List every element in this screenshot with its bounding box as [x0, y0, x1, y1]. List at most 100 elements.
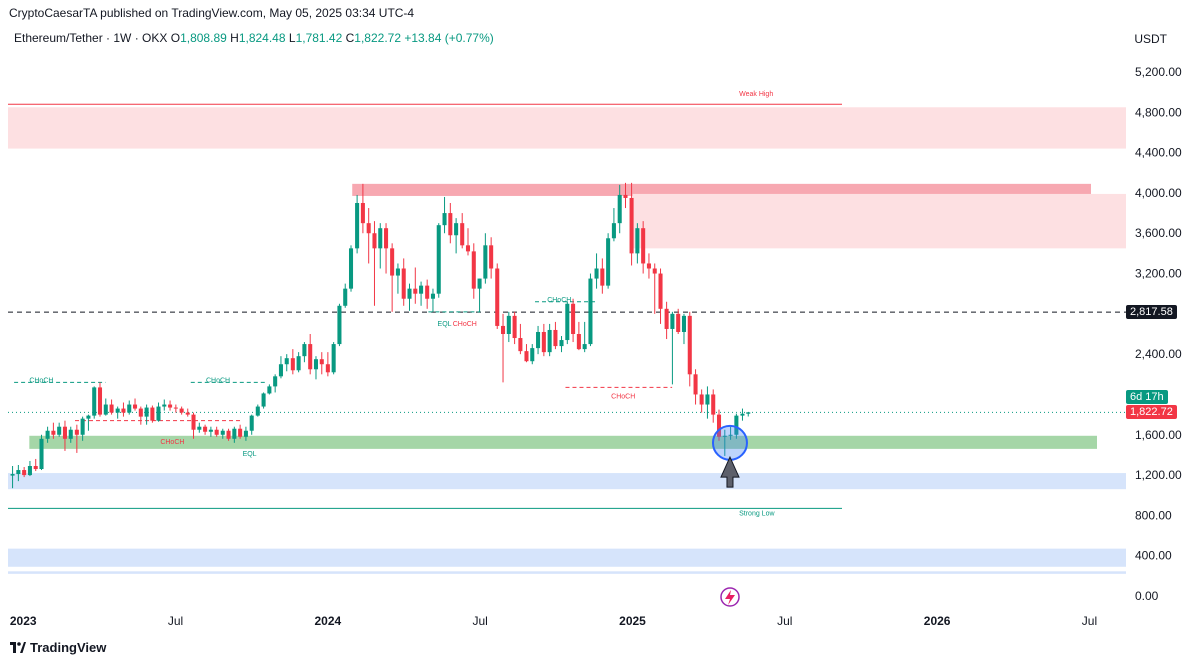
candle-body-17	[109, 404, 114, 413]
candle-body-44	[267, 386, 272, 394]
annotation-label-4: CHoCH	[160, 439, 184, 446]
candle-body-120	[711, 394, 716, 415]
candle-body-42	[255, 406, 260, 416]
candle-body-90	[536, 331, 541, 349]
candle-body-37	[226, 430, 231, 439]
candle-body-15	[97, 387, 103, 415]
candle-body-121	[716, 414, 722, 437]
candle-body-55	[331, 344, 336, 373]
high-label: H	[230, 31, 239, 45]
candle-body-52	[313, 359, 319, 370]
x-tick-label: Jul	[473, 614, 488, 628]
candle-body-67	[401, 268, 406, 299]
candle-body-65	[390, 248, 395, 276]
x-tick-label: 2025	[619, 614, 646, 628]
candle-body-57	[343, 288, 348, 306]
candle-body-26	[162, 404, 167, 407]
candle-body-23	[144, 407, 149, 417]
candle-body-104	[617, 194, 622, 224]
candle-body-47	[284, 358, 289, 365]
zone-supply-strong-1	[352, 183, 1091, 196]
x-tick-label: Jul	[777, 614, 792, 628]
tradingview-footer[interactable]: TradingView	[10, 640, 106, 655]
candle-body-36	[220, 430, 225, 435]
candle-body-63	[378, 228, 383, 249]
annotation-label-8: CHoCH	[547, 297, 571, 304]
candle-body-82	[489, 245, 494, 269]
candle-body-7	[51, 430, 56, 435]
candle-body-109	[646, 263, 651, 269]
y-tick-label: 1,200.00	[1135, 468, 1182, 482]
candle-body-14	[92, 387, 97, 416]
candle-body-83	[495, 268, 500, 326]
y-tick-label: 3,600.00	[1135, 226, 1182, 240]
candle-body-25	[156, 406, 161, 421]
candle-body-95	[565, 303, 570, 341]
low-value: 1,781.42	[295, 31, 343, 45]
low-label: L	[288, 31, 296, 45]
x-tick-label: 2023	[10, 614, 37, 628]
tradingview-logo-icon	[10, 642, 26, 653]
candle-body-11	[74, 429, 79, 435]
candle-body-31	[191, 414, 196, 430]
candle-body-85	[506, 315, 511, 334]
y-tick-label: 5,200.00	[1135, 65, 1182, 79]
candle-body-49	[296, 356, 301, 371]
candle-body-40	[243, 430, 248, 437]
candle-body-114	[676, 313, 681, 332]
y-tick-label: 0.00	[1135, 589, 1159, 603]
x-tick-label: Jul	[168, 614, 183, 628]
zone-supply-0	[8, 107, 1126, 149]
y-tick-label: 2,400.00	[1135, 347, 1182, 361]
candle-body-32	[197, 426, 202, 430]
candle-body-124	[734, 415, 739, 435]
event-flash-bolt-icon	[725, 590, 735, 605]
candle-body-119	[705, 394, 710, 405]
candle-body-38	[232, 428, 237, 439]
candle-body-107	[635, 228, 640, 254]
candle-body-126	[746, 412, 751, 414]
open-value: 1,808.89	[180, 31, 227, 45]
candle-body-88	[524, 351, 529, 362]
y-tick-label: 4,000.00	[1135, 186, 1182, 200]
candle-body-34	[208, 429, 213, 432]
up-arrow-icon	[720, 455, 740, 488]
y-tick-label: 400.00	[1135, 549, 1172, 563]
candle-body-86	[512, 315, 517, 339]
open-label: O	[170, 31, 181, 45]
close-value: 1,822.72	[354, 31, 402, 45]
annotation-label-6: EQL	[438, 321, 452, 328]
candle-body-122	[722, 435, 727, 437]
candle-body-91	[541, 331, 546, 353]
candle-body-66	[395, 268, 400, 276]
candle-body-93	[553, 329, 558, 347]
zone-supply-2	[632, 193, 1126, 249]
candle-body-101	[600, 268, 605, 286]
candle-body-89	[530, 348, 535, 362]
annotation-label-3: CHoCH	[206, 377, 230, 384]
currency-label: USDT	[1134, 32, 1167, 46]
candle-body-64	[384, 228, 389, 249]
candle-body-16	[103, 404, 108, 415]
candle-body-68	[407, 288, 412, 299]
candle-body-21	[133, 404, 138, 409]
annotation-label-1: Strong Low	[739, 510, 775, 517]
candle-body-33	[203, 426, 208, 432]
candle-body-99	[588, 278, 593, 345]
candle-body-84	[501, 325, 506, 334]
candle-body-117	[693, 374, 698, 395]
candle-body-45	[273, 376, 278, 387]
annotation-label-5: EQL	[243, 451, 257, 458]
candle-body-50	[302, 344, 307, 357]
candle-body-3	[27, 466, 32, 476]
x-tick-label: 2024	[315, 614, 342, 628]
candle-body-22	[138, 408, 143, 417]
candle-body-106	[629, 197, 634, 254]
candle-body-87	[518, 338, 523, 352]
symbol-ohlc-legend: Ethereum/Tether · 1W · OKX O1,808.89 H 1,…	[14, 31, 494, 45]
candle-body-75	[448, 213, 453, 236]
candle-body-35	[214, 429, 219, 435]
change-value: +13.84 (+0.77%)	[404, 31, 494, 45]
symbol-label[interactable]: Ethereum/Tether · 1W · OKX	[14, 31, 168, 45]
